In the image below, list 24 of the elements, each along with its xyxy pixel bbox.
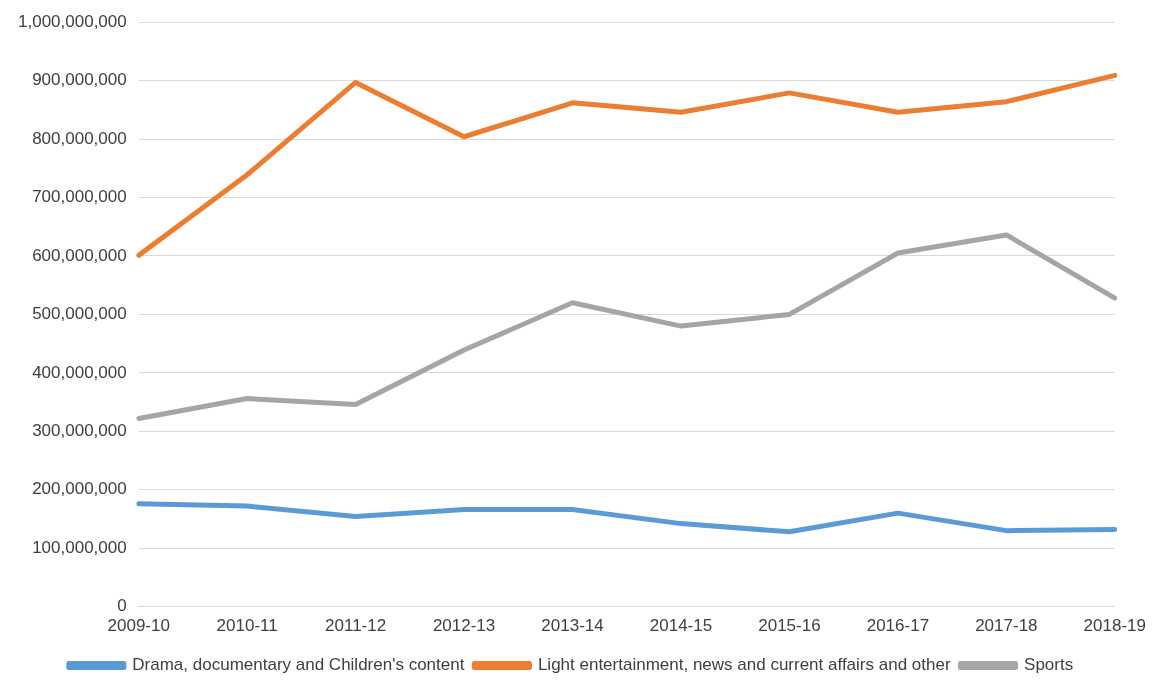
y-tick-label: 600,000,000 [32, 245, 127, 265]
legend-label: Light entertainment, news and current affairs and other [537, 655, 951, 675]
y-tick-label: 300,000,000 [32, 420, 127, 440]
y-tick-label: 800,000,000 [32, 128, 127, 148]
x-tick-label: 2009-10 [107, 616, 170, 636]
legend-label: Drama, documentary and Children's content [132, 655, 465, 675]
legend-label: Sports [1024, 655, 1074, 675]
y-tick-label: 100,000,000 [32, 537, 127, 557]
x-tick-label: 2018-19 [1083, 616, 1146, 636]
y-tick-label: 0 [117, 596, 127, 616]
x-tick-label: 2014-15 [649, 616, 713, 636]
x-tick-label: 2015-16 [758, 616, 821, 636]
x-tick-label: 2010-11 [216, 616, 278, 636]
x-tick-label: 2012-13 [432, 616, 496, 636]
x-tick-label: 2013-14 [541, 616, 604, 636]
y-tick-label: 900,000,000 [32, 70, 127, 90]
y-tick-label: 200,000,000 [32, 479, 127, 499]
y-tick-label: 400,000,000 [32, 362, 127, 382]
y-tick-label: 700,000,000 [32, 187, 127, 207]
y-tick-label: 500,000,000 [32, 304, 127, 324]
x-tick-label: 2011-12 [325, 616, 387, 636]
x-tick-label: 2016-17 [866, 616, 930, 636]
y-tick-label: 1,000,000,000 [18, 11, 127, 31]
x-tick-label: 2017-18 [975, 616, 1038, 636]
